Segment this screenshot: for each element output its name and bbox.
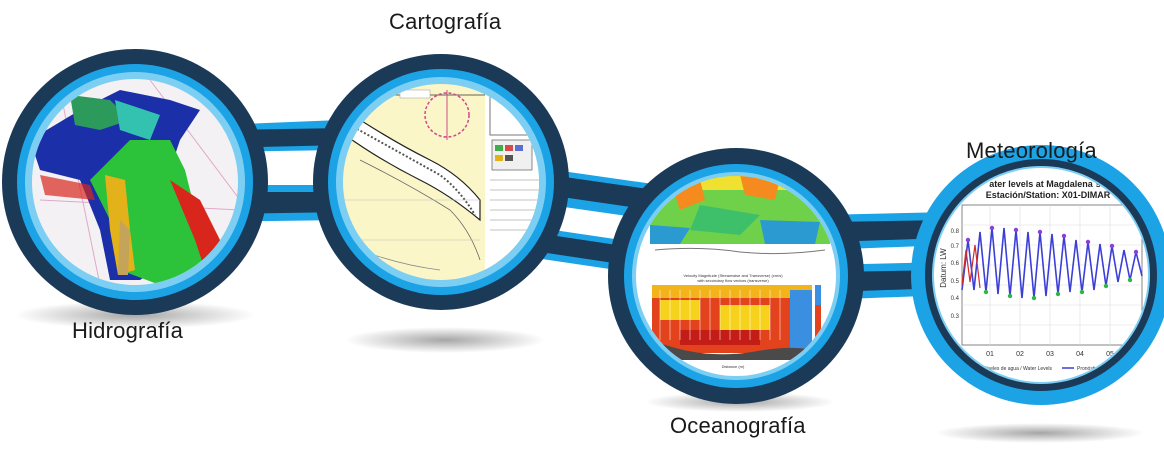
lens-cartografia (313, 54, 569, 310)
meteo-chart-title: ater levels at Magdalena´s r (989, 179, 1107, 189)
shadow-meteorologia (935, 423, 1145, 443)
meteo-xtick: 02 (1016, 351, 1024, 358)
label-hidrografia: Hidrografía (72, 318, 184, 343)
lens-oceanografia: Velocity Magnitude (Streamwise and Trans… (608, 148, 864, 404)
label-meteorologia: Meteorología (966, 138, 1097, 163)
velocity-profile-image: Velocity Magnitude (Streamwise and Trans… (636, 176, 836, 376)
meteo-ytick: 0.8 (951, 229, 960, 235)
meteo-ylabel: Datum: LW (939, 248, 948, 288)
meteo-ytick: 0.7 (951, 244, 960, 250)
water-level-chart-image: ater levels at Magdalena´s r Estación/St… (934, 168, 1148, 382)
observed-series (961, 244, 981, 289)
nautical-chart-image (343, 84, 539, 280)
meteo-xtick: 03 (1046, 351, 1054, 358)
shadow-cartografia (345, 327, 545, 353)
meteo-legend-observed: Niveles de agua / Water Levels (983, 366, 1053, 372)
lens-meteorologia: ater levels at Magdalena´s r Estación/St… (911, 145, 1164, 405)
bathymetry-map-image (32, 79, 238, 285)
meteo-xtick: 01 (986, 351, 994, 358)
meteo-legend-predicted: Pronóstico (1077, 366, 1101, 372)
meteo-xtick: 05 (1106, 351, 1114, 358)
meteo-xtick: 04 (1076, 351, 1084, 358)
lens-hidrografia (2, 49, 268, 315)
meteo-ytick: 0.4 (951, 296, 960, 302)
meteo-ytick: 0.3 (951, 314, 960, 320)
label-oceanografia: Oceanografía (670, 413, 806, 438)
meteo-ytick: 0.5 (951, 279, 960, 285)
ocean-chart-subtitle: with secondary flow vectors (transverse) (697, 278, 769, 283)
ocean-chart-xlabel: Distance (m) (722, 364, 745, 369)
meteo-ytick: 0.6 (951, 261, 960, 267)
low-tide-markers (983, 277, 1133, 301)
high-tide-markers (965, 225, 1139, 255)
meteo-chart-subtitle: Estación/Station: X01-DIMAR (986, 190, 1111, 200)
ocean-chart-title: Velocity Magnitude (Streamwise and Trans… (683, 273, 783, 278)
label-cartografia: Cartografía (389, 9, 502, 34)
